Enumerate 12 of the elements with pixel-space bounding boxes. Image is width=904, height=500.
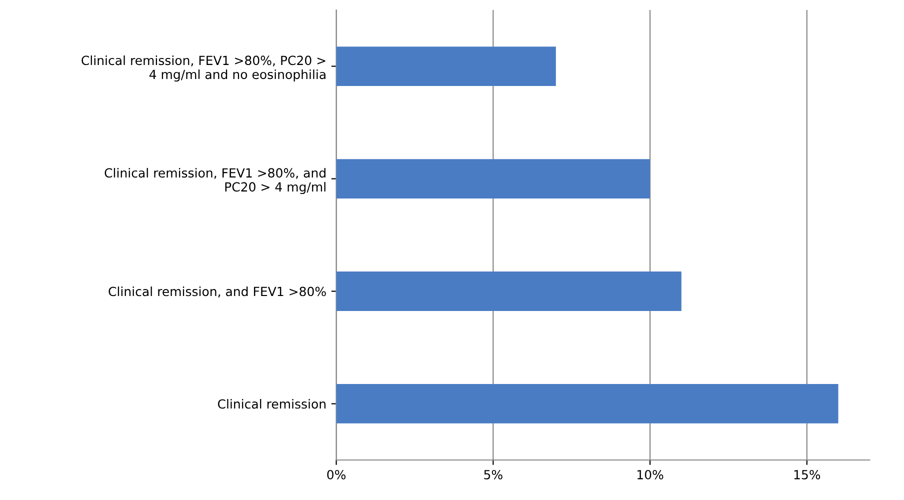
bar xyxy=(336,384,838,424)
x-tick-label: 10% xyxy=(638,470,664,480)
bar xyxy=(336,272,682,311)
y-tick-label: Clinical remission xyxy=(218,399,326,409)
bar xyxy=(336,46,556,86)
x-tick-label: 15% xyxy=(794,470,820,480)
y-tick-label: Clinical remission, FEV1 >80%, PC20 > 4 mg/ml and no eosinophilia xyxy=(82,55,326,82)
x-tick-label: 5% xyxy=(484,470,502,480)
x-tick-label: 0% xyxy=(327,470,346,480)
y-tick-label: Clinical remission, FEV1 >80%, and PC20 > 4 mg/ml xyxy=(104,168,326,194)
bar xyxy=(336,159,650,198)
y-tick-label: Clinical remission, and FEV1 >80% xyxy=(108,286,326,298)
